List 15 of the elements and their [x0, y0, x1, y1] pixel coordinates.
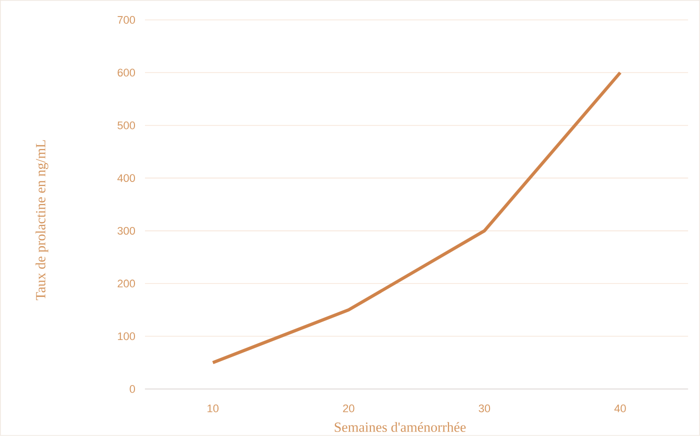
y-tick-label: 0: [130, 385, 135, 393]
y-axis-title: Taux de prolactine en ng/mL: [36, 140, 48, 300]
y-tick-label: 200: [118, 280, 135, 288]
y-tick-label: 300: [118, 226, 135, 235]
x-tick-label: 40: [614, 404, 626, 412]
y-tick-label: 500: [118, 122, 135, 130]
y-tick-label: 400: [117, 174, 135, 182]
x-tick-label: 30: [478, 404, 490, 412]
y-tick-label: 600: [118, 68, 135, 77]
x-axis-title: Semaines d'aménorrhée: [334, 422, 466, 432]
x-tick-label: 10: [208, 404, 218, 412]
y-tick-label: 100: [118, 332, 135, 340]
line-series: [211, 71, 622, 364]
y-tick-label: 700: [118, 16, 135, 24]
x-tick-label: 20: [343, 404, 354, 412]
